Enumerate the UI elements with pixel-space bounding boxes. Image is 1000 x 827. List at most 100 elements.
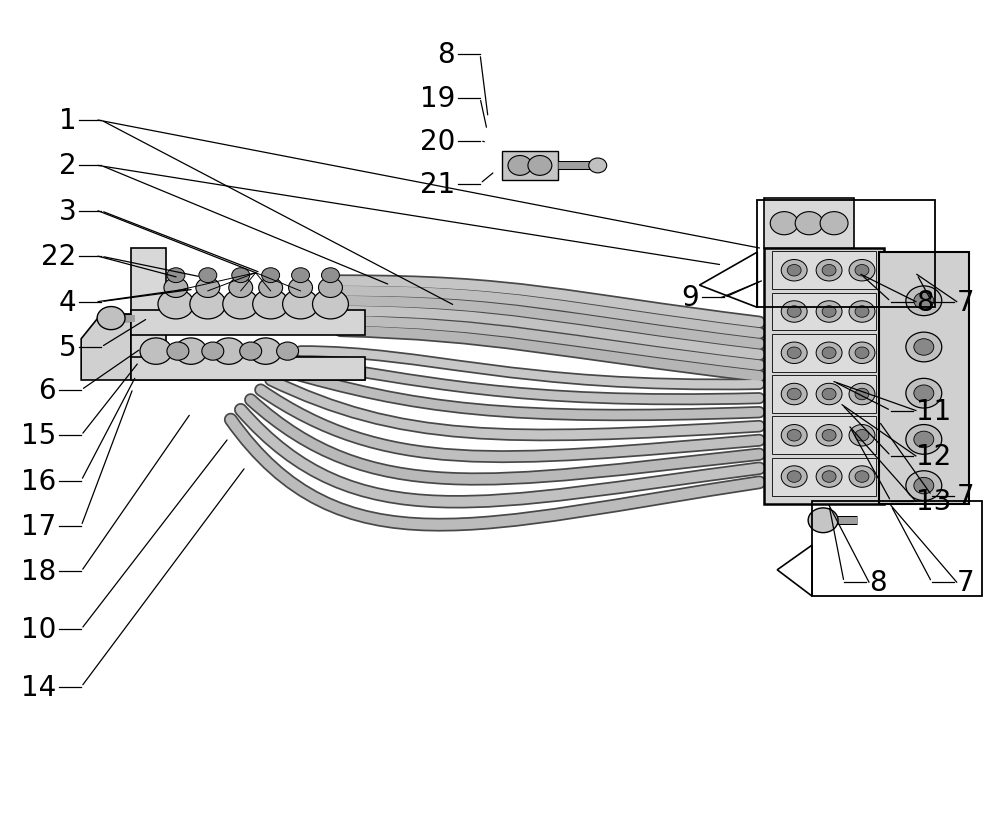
Text: 12: 12 xyxy=(916,442,951,471)
Circle shape xyxy=(795,213,823,236)
Bar xyxy=(772,458,876,496)
Circle shape xyxy=(816,384,842,405)
Bar xyxy=(772,417,876,455)
Circle shape xyxy=(240,342,262,361)
Bar xyxy=(772,375,876,414)
Text: 1: 1 xyxy=(59,107,76,135)
Circle shape xyxy=(906,471,942,501)
Circle shape xyxy=(292,269,310,284)
Bar xyxy=(772,252,876,290)
Circle shape xyxy=(855,430,869,442)
Circle shape xyxy=(855,347,869,359)
Circle shape xyxy=(914,339,934,356)
Circle shape xyxy=(196,279,220,298)
Circle shape xyxy=(906,425,942,455)
Text: 7: 7 xyxy=(957,289,974,316)
Polygon shape xyxy=(81,314,131,380)
Bar xyxy=(764,249,884,504)
Circle shape xyxy=(906,287,942,316)
Circle shape xyxy=(508,156,532,176)
Circle shape xyxy=(787,306,801,318)
Circle shape xyxy=(914,385,934,402)
Circle shape xyxy=(816,466,842,488)
FancyBboxPatch shape xyxy=(131,249,166,368)
Circle shape xyxy=(855,265,869,277)
Circle shape xyxy=(781,466,807,488)
Circle shape xyxy=(822,389,836,400)
Circle shape xyxy=(140,338,172,365)
Text: 17: 17 xyxy=(21,513,56,540)
Text: 11: 11 xyxy=(916,397,951,425)
Circle shape xyxy=(816,342,842,364)
Circle shape xyxy=(914,432,934,448)
Circle shape xyxy=(250,338,282,365)
Text: 4: 4 xyxy=(59,289,76,316)
Circle shape xyxy=(781,301,807,323)
Circle shape xyxy=(321,269,339,284)
Circle shape xyxy=(849,342,875,364)
Circle shape xyxy=(822,430,836,442)
Text: 9: 9 xyxy=(682,284,699,312)
Bar xyxy=(502,151,558,181)
Circle shape xyxy=(855,306,869,318)
Circle shape xyxy=(164,279,188,298)
Circle shape xyxy=(906,332,942,362)
Text: 7: 7 xyxy=(957,482,974,510)
Circle shape xyxy=(528,156,552,176)
Text: 6: 6 xyxy=(39,376,56,404)
Text: 20: 20 xyxy=(420,127,455,155)
Text: 2: 2 xyxy=(59,152,76,180)
Text: 19: 19 xyxy=(420,84,455,112)
Circle shape xyxy=(787,347,801,359)
Circle shape xyxy=(849,425,875,447)
Circle shape xyxy=(781,342,807,364)
Circle shape xyxy=(849,384,875,405)
Bar xyxy=(757,201,935,308)
Circle shape xyxy=(822,265,836,277)
Circle shape xyxy=(855,471,869,483)
Circle shape xyxy=(781,384,807,405)
Circle shape xyxy=(787,471,801,483)
Circle shape xyxy=(849,466,875,488)
Circle shape xyxy=(319,279,342,298)
FancyBboxPatch shape xyxy=(131,357,365,380)
Circle shape xyxy=(97,307,125,330)
FancyBboxPatch shape xyxy=(131,310,365,335)
Text: 15: 15 xyxy=(21,422,56,450)
Circle shape xyxy=(816,425,842,447)
Bar xyxy=(812,502,982,596)
Text: 3: 3 xyxy=(58,198,76,226)
Circle shape xyxy=(259,279,283,298)
Circle shape xyxy=(808,509,838,533)
Circle shape xyxy=(289,279,313,298)
Circle shape xyxy=(223,290,259,319)
Circle shape xyxy=(787,389,801,400)
Bar xyxy=(772,334,876,372)
Circle shape xyxy=(589,159,607,174)
Text: 16: 16 xyxy=(21,467,56,495)
Circle shape xyxy=(816,301,842,323)
Circle shape xyxy=(816,261,842,282)
Text: 7: 7 xyxy=(957,568,974,596)
Circle shape xyxy=(277,342,299,361)
Bar xyxy=(879,253,969,504)
Circle shape xyxy=(253,290,289,319)
Circle shape xyxy=(822,347,836,359)
Circle shape xyxy=(262,269,280,284)
Circle shape xyxy=(914,478,934,495)
Circle shape xyxy=(822,471,836,483)
Circle shape xyxy=(849,261,875,282)
Circle shape xyxy=(313,290,348,319)
Text: 8: 8 xyxy=(916,289,933,316)
Circle shape xyxy=(167,269,185,284)
Polygon shape xyxy=(131,364,365,380)
Text: 5: 5 xyxy=(59,333,76,361)
Circle shape xyxy=(906,379,942,409)
Text: 8: 8 xyxy=(438,41,455,69)
Text: 21: 21 xyxy=(420,170,455,198)
Circle shape xyxy=(158,290,194,319)
Circle shape xyxy=(822,306,836,318)
Text: 22: 22 xyxy=(41,243,76,271)
Circle shape xyxy=(820,213,848,236)
Circle shape xyxy=(232,269,250,284)
